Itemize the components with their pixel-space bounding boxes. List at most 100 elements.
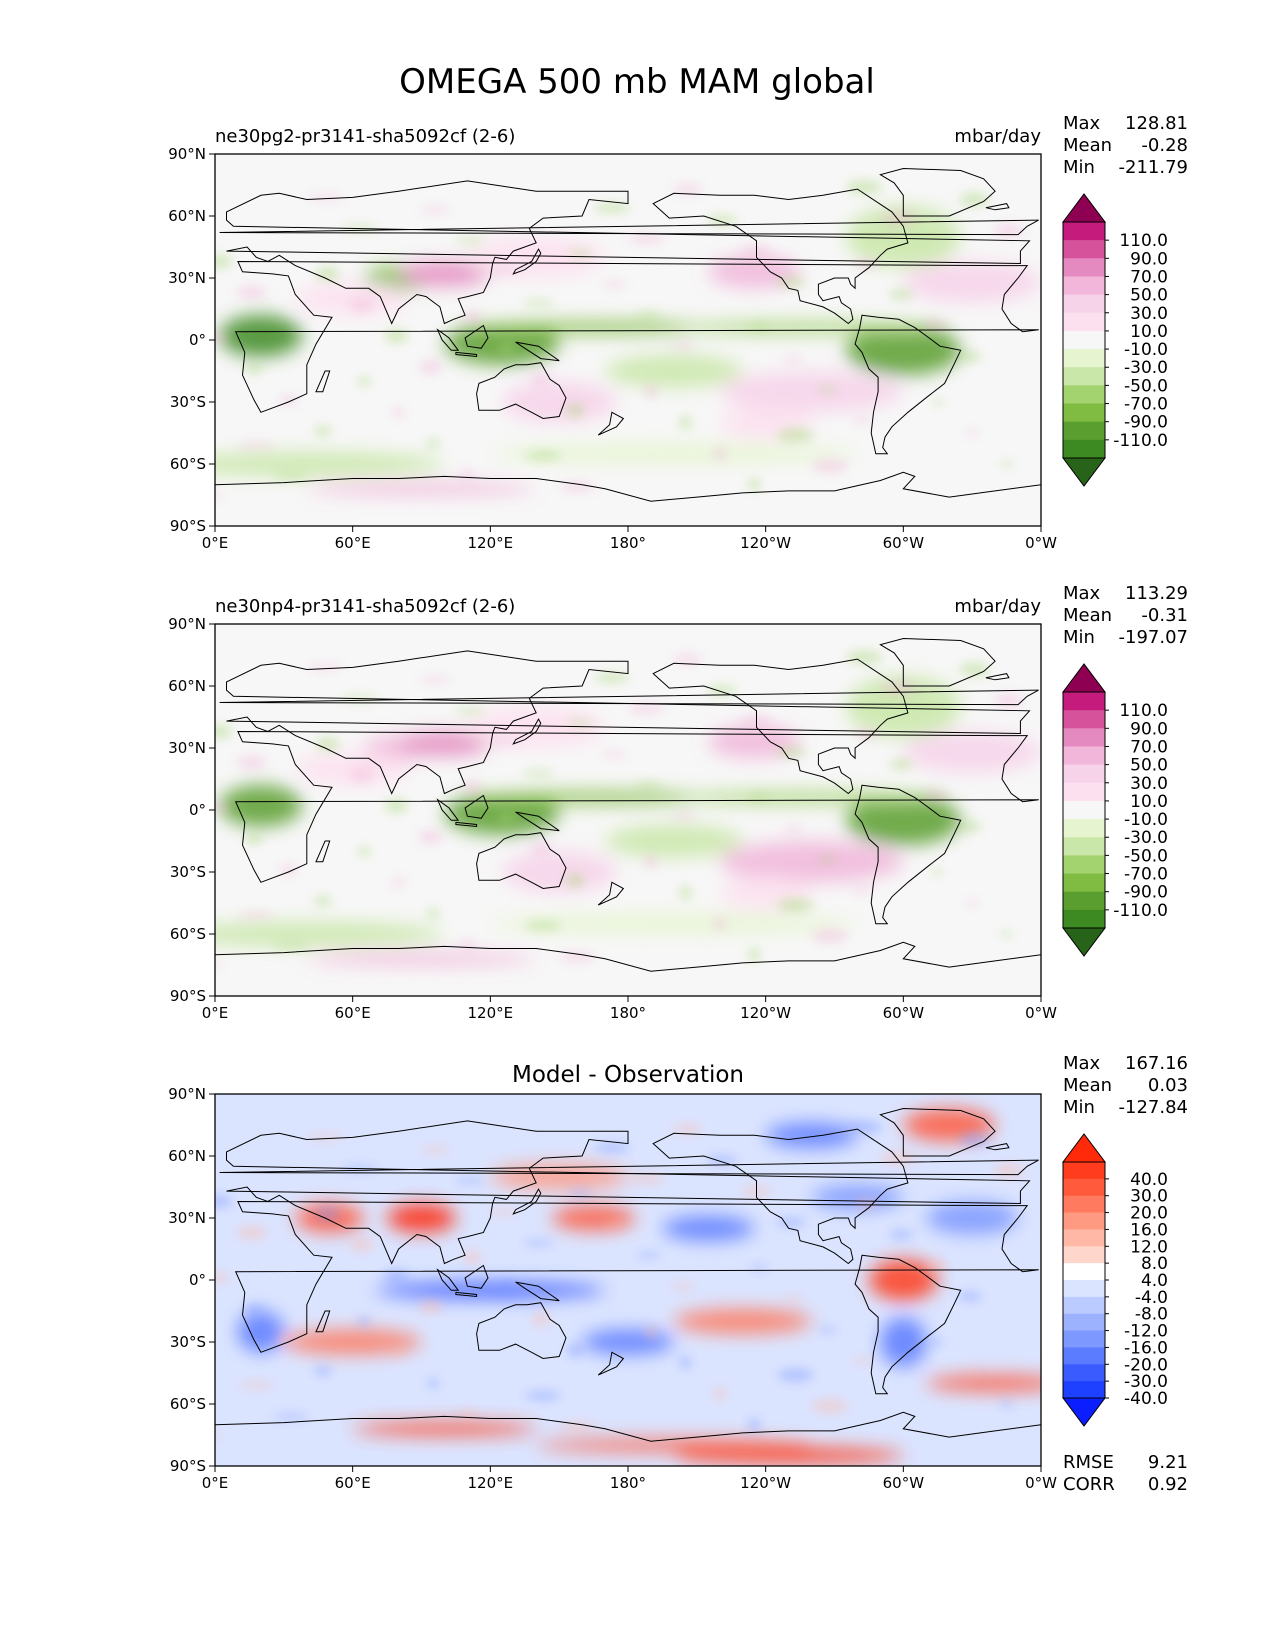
y-tick-label: 90°N — [168, 615, 206, 633]
field-blob — [880, 1317, 927, 1367]
field-speckle — [245, 363, 264, 374]
coastline — [315, 370, 331, 393]
field-speckle — [923, 790, 948, 801]
field-speckle — [462, 780, 481, 795]
field-blob — [501, 851, 617, 893]
field-blob — [398, 261, 491, 287]
field-speckle — [636, 312, 661, 319]
colorbar-segment — [1063, 1347, 1105, 1365]
colorbar-segment — [1063, 692, 1105, 711]
field-blob — [467, 236, 606, 278]
field-speckle — [679, 415, 692, 430]
x-tick-label: 120°W — [740, 534, 791, 552]
colorbar-extend-top — [1062, 663, 1106, 693]
field-speckle — [672, 1124, 703, 1135]
field-speckle — [313, 1365, 332, 1376]
field-speckle — [566, 403, 585, 418]
field-speckle — [749, 324, 768, 331]
field-speckle — [215, 332, 229, 343]
coastline — [234, 730, 1039, 883]
field-speckle — [215, 802, 229, 813]
coastline — [512, 718, 542, 745]
field-speckle — [215, 254, 233, 269]
field-speckle — [889, 759, 914, 770]
coastline — [436, 798, 460, 821]
field-speckle — [567, 720, 592, 727]
field-speckle — [238, 442, 275, 449]
colorbar-label: -30.0 — [1124, 1372, 1168, 1392]
stat-label: CORR — [1063, 1474, 1115, 1495]
field-speckle — [889, 289, 914, 300]
units-label: mbar/day — [954, 126, 1041, 147]
x-tick-label: 120°W — [740, 1474, 791, 1492]
colorbar-segment — [1063, 403, 1105, 423]
field-speckle — [215, 1432, 221, 1438]
coastline — [455, 1291, 478, 1298]
field-blob — [237, 1311, 284, 1353]
colorbar-segment — [1063, 276, 1105, 296]
field-speckle — [525, 1390, 562, 1401]
field-blob — [219, 785, 303, 827]
field-speckle — [531, 1312, 550, 1327]
coastline — [226, 1120, 1031, 1265]
field-speckle — [593, 1142, 630, 1153]
colorbar: 110.090.070.050.030.010.0-10.0-30.0-50.0… — [1062, 663, 1168, 957]
map-field — [215, 624, 1041, 996]
colorbar-label: -110.0 — [1113, 431, 1168, 451]
y-tick-label: 30°N — [168, 269, 206, 287]
field-blob — [673, 321, 950, 334]
field-speckle — [462, 310, 481, 325]
field-speckle — [854, 728, 879, 739]
field-speckle — [959, 662, 990, 677]
colorbar-segment — [1063, 873, 1105, 893]
colorbar-label: -10.0 — [1124, 340, 1168, 360]
x-tick-label: 60°W — [883, 534, 925, 552]
coastline — [515, 341, 560, 362]
colorbar-segment — [1063, 312, 1105, 332]
colorbar-label: 90.0 — [1130, 249, 1168, 269]
colorbar-extend-top — [1062, 193, 1106, 223]
field-speckle — [880, 1151, 917, 1166]
stat-value: 0.03 — [1148, 1075, 1188, 1096]
field-speckle — [358, 1316, 371, 1327]
y-tick-label: 60°N — [168, 207, 206, 225]
field-speckle — [1000, 931, 1013, 937]
map-field — [215, 154, 1041, 526]
field-speckle — [713, 916, 726, 931]
field-speckle — [392, 877, 405, 888]
field-speckle — [777, 428, 814, 443]
field-speckle — [215, 962, 221, 968]
field-speckle — [238, 1382, 275, 1389]
field-speckle — [418, 359, 443, 374]
field-speckle — [531, 372, 550, 387]
colorbar-segment — [1063, 710, 1105, 729]
field-speckle — [818, 1326, 837, 1333]
x-tick-label: 0°E — [202, 1004, 229, 1022]
x-tick-label: 60°W — [883, 1474, 925, 1492]
field-speckle — [959, 1132, 990, 1147]
x-tick-label: 0°W — [1025, 1474, 1057, 1492]
field-speckle — [245, 1303, 264, 1314]
field-speckle — [523, 299, 554, 306]
colorbar-segment — [1063, 349, 1105, 368]
colorbar-segment — [1063, 439, 1105, 459]
coastline — [597, 881, 625, 906]
colorbar-segment — [1063, 1195, 1105, 1214]
field-speckle — [644, 854, 657, 869]
colorbar-label: -30.0 — [1124, 828, 1168, 848]
colorbar-segment — [1063, 1313, 1105, 1332]
field-speckle — [679, 885, 692, 900]
field-speckle — [497, 1281, 516, 1296]
x-tick-label: 180° — [610, 1004, 646, 1022]
field-speckle — [420, 206, 451, 213]
coastlines — [215, 167, 1041, 526]
field-speckle — [1000, 461, 1013, 467]
colorbar-segment — [1063, 764, 1105, 784]
field-speckle — [1000, 1401, 1013, 1407]
field-speckle — [602, 1221, 627, 1228]
field-speckle — [923, 1260, 948, 1271]
stat-value: 128.81 — [1125, 113, 1188, 134]
coastline — [436, 1268, 460, 1291]
colorbar-label: -8.0 — [1135, 1305, 1168, 1325]
colorbar-segment — [1063, 1178, 1105, 1197]
